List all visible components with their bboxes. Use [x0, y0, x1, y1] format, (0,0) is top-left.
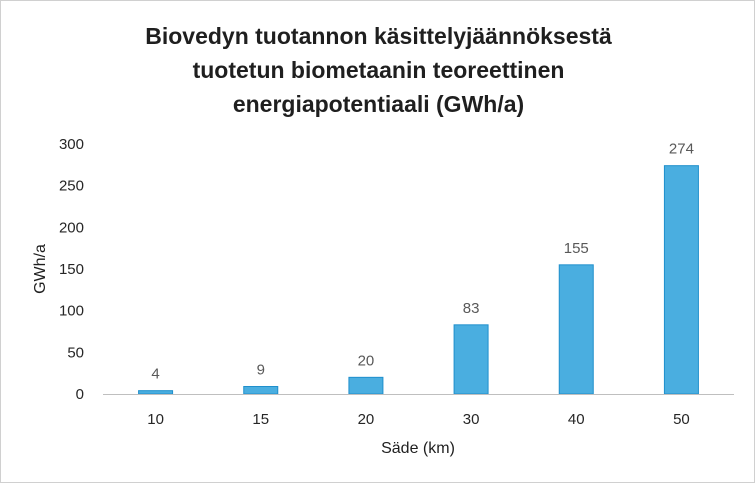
x-tick-label: 40	[568, 411, 585, 428]
bar	[348, 376, 384, 395]
chart-title-line: Biovedyn tuotannon käsittelyjäännöksestä	[145, 23, 612, 49]
bar	[558, 264, 594, 395]
data-label: 155	[564, 240, 589, 257]
plot-area: 0 50 100 150 200 250 300 4 10 9 15 20 20 83 30 155 40 274…	[59, 136, 734, 428]
data-label: 274	[669, 141, 694, 158]
data-label: 9	[257, 362, 265, 379]
bar	[243, 386, 279, 395]
x-tick-label: 15	[252, 411, 269, 428]
x-tick-label: 10	[147, 411, 164, 428]
y-tick-label: 300	[59, 136, 84, 153]
y-tick-label: 150	[59, 261, 84, 278]
y-tick-label: 0	[76, 386, 84, 403]
y-axis-label: GWh/a	[32, 244, 49, 294]
x-tick-label: 50	[673, 411, 690, 428]
chart-title-line: energiapotentiaali (GWh/a)	[232, 91, 525, 117]
data-label: 83	[463, 300, 480, 317]
chart-title: Biovedyn tuotannon käsittelyjäännöksestä…	[1, 19, 755, 121]
bar	[453, 324, 489, 395]
data-label: 4	[151, 366, 159, 383]
x-tick-label: 30	[463, 411, 480, 428]
bar	[138, 390, 174, 395]
x-tick-label: 20	[358, 411, 375, 428]
chart-title-line: tuotetun biometaanin teoreettinen	[192, 57, 565, 83]
y-tick-label: 200	[59, 219, 84, 236]
y-tick-label: 100	[59, 303, 84, 320]
y-tick-label: 250	[59, 178, 84, 195]
bar	[663, 165, 699, 395]
y-tick-label: 50	[67, 344, 84, 361]
x-axis-label: Säde (km)	[381, 440, 455, 457]
data-label: 20	[358, 352, 375, 369]
